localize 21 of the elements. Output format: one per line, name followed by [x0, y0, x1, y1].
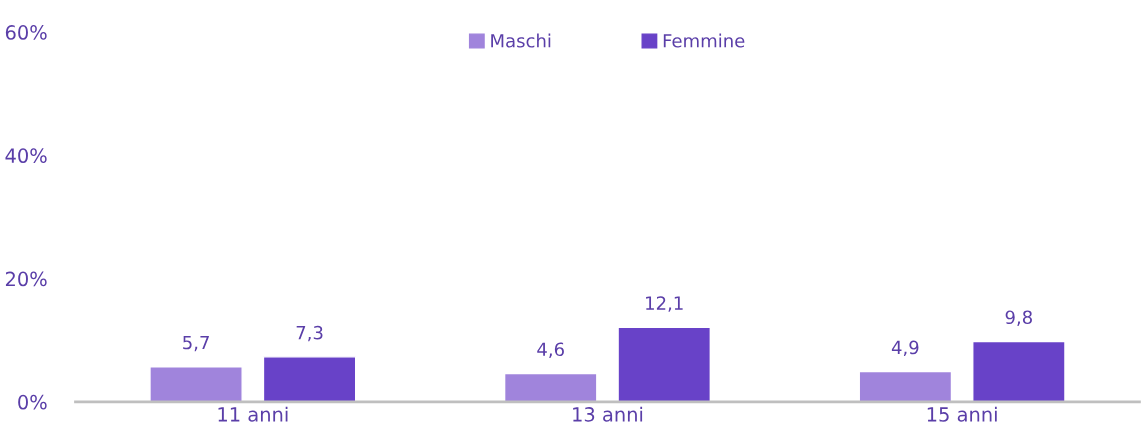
bar [503, 372, 598, 402]
legend-label: Femmine [663, 33, 745, 48]
data-label: 4,9 [891, 340, 919, 357]
x-tick-label: 13 anni [573, 406, 643, 422]
data-label: 12,1 [646, 296, 683, 312]
y-tick-label: 60% [5, 25, 47, 40]
bar [858, 370, 953, 402]
y-tick-label: 20% [5, 271, 47, 287]
bar [617, 326, 712, 402]
data-label: 4,6 [537, 342, 564, 358]
x-tick-label: 11 anni [218, 406, 288, 422]
bar [972, 340, 1066, 402]
y-tick-label: 40% [5, 148, 47, 164]
x-tick-label: 15 anni [927, 406, 997, 422]
y-tick-label: 0% [18, 394, 47, 410]
data-label: 9,8 [1005, 310, 1032, 326]
data-label: 5,7 [183, 335, 209, 352]
bar [149, 366, 243, 402]
legend-label: Maschi [491, 33, 551, 48]
data-label: 7,3 [296, 325, 323, 342]
bar [262, 356, 357, 402]
